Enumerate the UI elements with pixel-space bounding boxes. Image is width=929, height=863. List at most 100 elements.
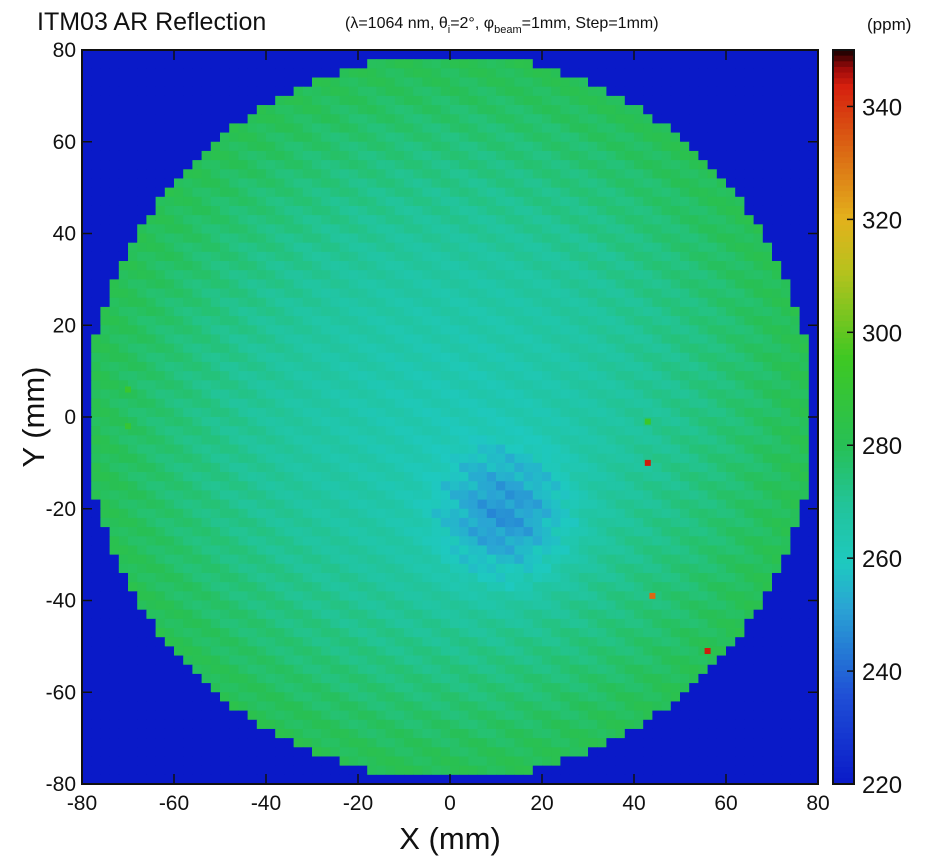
heatmap-cell [256, 554, 267, 565]
heatmap-cell [275, 95, 285, 106]
heatmap-cell [588, 316, 598, 326]
heatmap-cell [735, 288, 745, 299]
heatmap-cell [210, 343, 221, 354]
heatmap-cell [606, 169, 616, 179]
heatmap-cell [606, 380, 616, 390]
heatmap-cell [588, 517, 598, 528]
heatmap-cell [394, 554, 405, 565]
heatmap-cell [137, 417, 147, 427]
heatmap-cell [707, 169, 718, 179]
heatmap-cell [440, 233, 451, 244]
heatmap-cell [238, 389, 248, 400]
heatmap-cell [137, 361, 147, 372]
heatmap-cell [321, 563, 331, 574]
heatmap-cell [799, 472, 810, 482]
heatmap-cell [496, 86, 506, 97]
heatmap-cell [523, 490, 534, 500]
heatmap-cell [109, 59, 120, 69]
heatmap-cell [394, 481, 405, 491]
heatmap-cell [330, 86, 340, 97]
heatmap-cell [716, 187, 727, 198]
heatmap-cell [624, 205, 635, 216]
heatmap-cell [551, 215, 561, 225]
heatmap-cell [532, 50, 543, 60]
heatmap-cell [753, 95, 764, 106]
heatmap-cell [431, 600, 442, 611]
heatmap-cell [477, 444, 488, 455]
heatmap-cell [358, 325, 368, 335]
heatmap-cell [450, 50, 460, 60]
heatmap-cell [266, 233, 276, 244]
heatmap-cell [551, 582, 561, 592]
heatmap-cell [532, 86, 543, 97]
heatmap-cell [238, 407, 248, 418]
heatmap-cell [284, 407, 294, 418]
heatmap-cell [367, 279, 377, 289]
heatmap-cell [137, 572, 147, 583]
heatmap-cell [459, 527, 469, 537]
heatmap-cell [790, 86, 800, 97]
heatmap-cell [615, 288, 626, 299]
heatmap-cell [210, 462, 221, 473]
heatmap-cell [330, 517, 340, 528]
heatmap-cell [450, 563, 460, 574]
heatmap-cell [790, 545, 800, 556]
heatmap-cell [312, 95, 322, 106]
heatmap-cell [183, 297, 193, 308]
heatmap-cell [201, 490, 212, 500]
heatmap-cell [266, 554, 276, 565]
heatmap-cell [174, 205, 184, 216]
heatmap-cell [266, 205, 276, 216]
heatmap-cell [624, 150, 635, 161]
heatmap-cell [606, 95, 616, 106]
heatmap-cell [358, 490, 368, 500]
heatmap-cell [569, 609, 580, 620]
heatmap-cell [404, 215, 414, 225]
heatmap-cell [588, 481, 598, 491]
heatmap-cell [220, 536, 230, 546]
heatmap-cell [275, 279, 285, 289]
heatmap-cell [716, 123, 727, 133]
heatmap-cell [247, 270, 258, 280]
heatmap-cell [284, 481, 294, 491]
heatmap-cell [505, 444, 515, 455]
heatmap-cell [220, 270, 230, 280]
heatmap-cell [100, 297, 110, 308]
heatmap-cell [486, 297, 497, 308]
heatmap-cell [431, 380, 442, 390]
heatmap-cell [634, 132, 644, 143]
heatmap-cell [698, 563, 708, 574]
heatmap-cell [321, 334, 331, 345]
heatmap-cell [404, 50, 414, 60]
heatmap-cell [799, 297, 810, 308]
heatmap-cell [118, 141, 129, 152]
heatmap-cell [560, 444, 570, 455]
heatmap-cell [229, 270, 239, 280]
heatmap-cell [542, 398, 552, 409]
heatmap-cell [128, 86, 138, 97]
heatmap-cell [670, 481, 681, 491]
heatmap-cell [266, 215, 276, 225]
heatmap-cell [514, 389, 524, 400]
heatmap-cell [118, 68, 129, 78]
heatmap-cell [808, 160, 819, 170]
heatmap-cell [201, 407, 212, 418]
heatmap-cell [431, 306, 442, 317]
heatmap-cell [468, 508, 478, 519]
heatmap-cell [542, 554, 552, 565]
heatmap-cell [661, 398, 672, 409]
heatmap-cell [652, 352, 662, 363]
heatmap-cell [486, 453, 497, 464]
heatmap-cell [312, 490, 322, 500]
heatmap-cell [560, 609, 570, 620]
heatmap-cell [459, 279, 469, 289]
heatmap-cell [174, 68, 184, 78]
heatmap-cell [588, 77, 598, 88]
heatmap-cell [146, 600, 156, 611]
heatmap-cell [634, 68, 644, 78]
heatmap-cell [643, 196, 653, 207]
heatmap-cell [542, 205, 552, 216]
heatmap-cell [348, 141, 359, 152]
heatmap-cell [358, 582, 368, 592]
heatmap-cell [247, 297, 258, 308]
